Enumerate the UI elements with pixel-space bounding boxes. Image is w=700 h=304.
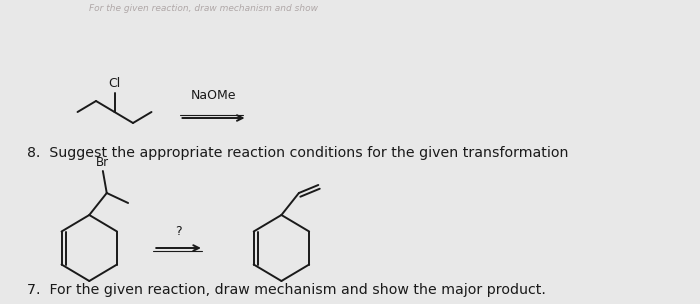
Text: Cl: Cl [108,77,120,90]
Text: Br: Br [97,156,109,169]
Text: 7.  For the given reaction, draw mechanism and show the major product.: 7. For the given reaction, draw mechanis… [27,283,546,297]
Text: For the given reaction, draw mechanism and show: For the given reaction, draw mechanism a… [90,4,318,13]
Text: 8.  Suggest the appropriate reaction conditions for the given transformation: 8. Suggest the appropriate reaction cond… [27,146,568,160]
Text: ?: ? [175,225,182,238]
Text: NaOMe: NaOMe [190,89,236,102]
